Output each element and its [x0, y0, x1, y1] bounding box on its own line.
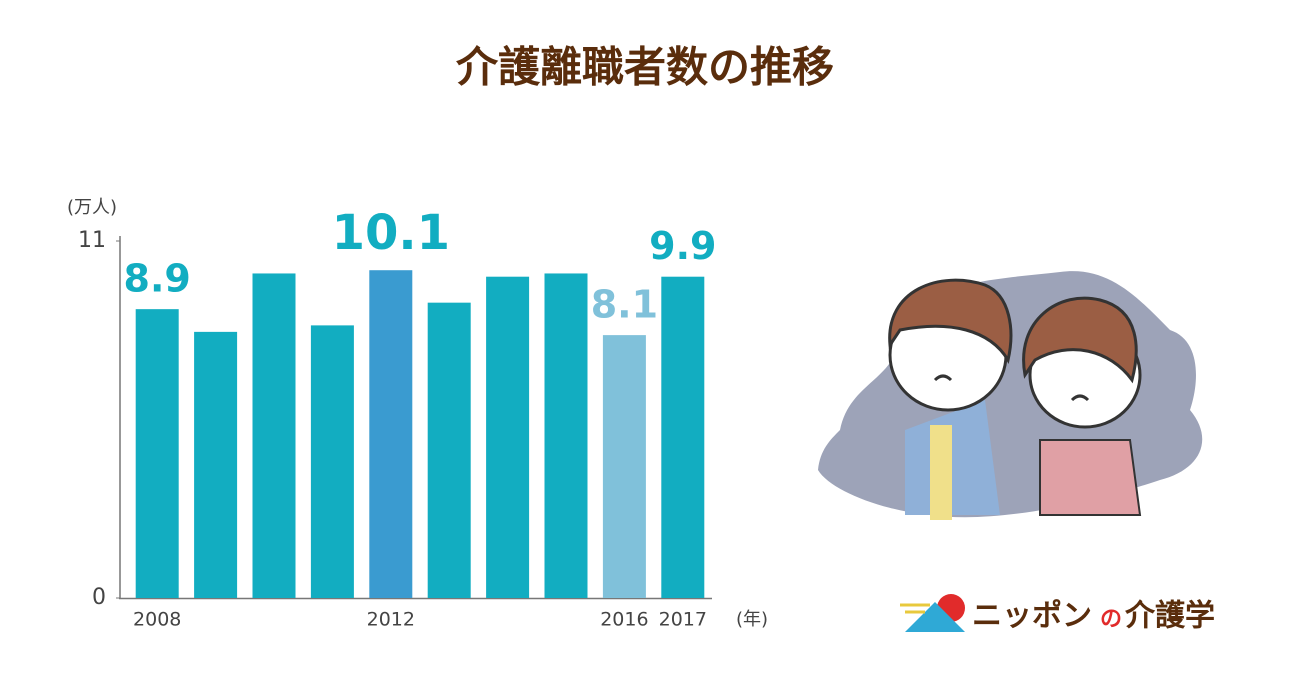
logo-particle: の: [1100, 607, 1122, 632]
chart-title: 介護離職者数の推移: [456, 43, 834, 92]
bar: [135, 309, 179, 598]
bar: [310, 325, 354, 598]
bar: [194, 331, 238, 598]
value-label: 9.9: [649, 224, 716, 268]
bar: [661, 276, 705, 598]
value-label: 10.1: [332, 205, 450, 261]
logo: ニッポン の 介護学: [900, 594, 1215, 634]
value-label: 8.9: [124, 257, 191, 301]
x-tick-label: 2017: [659, 609, 707, 631]
logo-name: ニッポン: [972, 599, 1092, 634]
x-tick-label: 2016: [600, 609, 648, 631]
x-tick-label: 2008: [133, 609, 181, 631]
x-unit: (年): [736, 609, 768, 630]
logo-name: 介護学: [1124, 599, 1215, 634]
bar: [252, 273, 296, 598]
bar: [369, 270, 413, 598]
illustration: [818, 271, 1203, 520]
value-label: 8.1: [591, 283, 658, 327]
bar: [427, 302, 471, 598]
y-unit: (万人): [67, 197, 117, 218]
bar: [602, 335, 646, 598]
bar: [486, 276, 530, 598]
bar: [544, 273, 588, 598]
x-tick-label: 2012: [367, 609, 415, 631]
y-tick-label: 0: [92, 585, 106, 610]
y-tick-label: 11: [78, 228, 106, 253]
